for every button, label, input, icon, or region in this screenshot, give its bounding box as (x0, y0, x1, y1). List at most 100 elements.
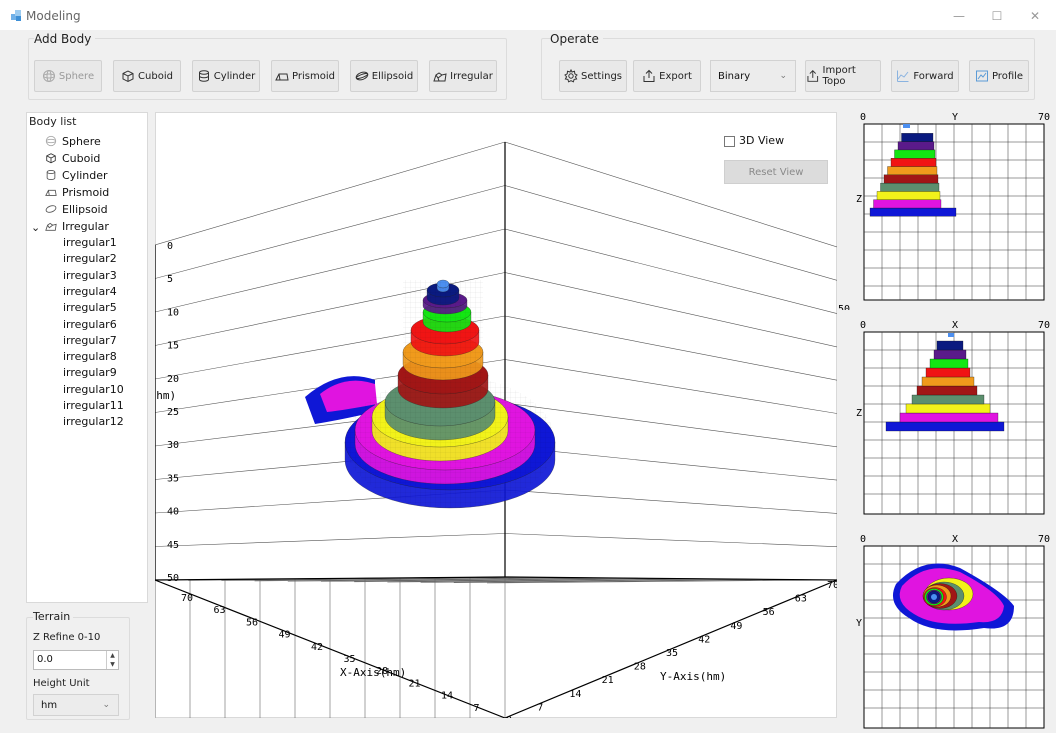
sphere-icon (42, 70, 55, 82)
settings-button[interactable]: Settings (559, 60, 627, 92)
tree-item-irregular-child[interactable]: irregular2 (63, 252, 117, 266)
window-title: Modeling (26, 9, 81, 23)
side-axis-label: Z (856, 194, 862, 205)
profile-layer (883, 174, 939, 184)
tree-item-irregular[interactable]: Irregular (45, 218, 109, 234)
import-topo-button[interactable]: Import Topo (805, 60, 881, 92)
tree-item-irregular-child[interactable]: irregular10 (63, 382, 124, 396)
x-tick-label: 35 (344, 654, 356, 665)
profile-layer (905, 403, 991, 414)
prismoid-icon (275, 73, 289, 81)
x-tick-label: 0 (506, 715, 512, 718)
right-tick: 70 (1038, 112, 1050, 123)
export-icon (643, 69, 655, 82)
profile-layer (921, 376, 975, 387)
profile-layer (897, 141, 935, 151)
add-prismoid-button[interactable]: Prismoid (271, 60, 339, 92)
tree-item-label: Cylinder (62, 168, 108, 182)
tree-item-irregular-child[interactable]: irregular8 (63, 350, 117, 364)
add-cuboid-button[interactable]: Cuboid (113, 60, 181, 92)
tree-item-irregular-child[interactable]: irregular1 (63, 236, 117, 249)
tree-item-label: Irregular (62, 219, 109, 233)
profile-button[interactable]: Profile (969, 60, 1029, 92)
tree-item-irregular-child[interactable]: irregular12 (63, 415, 124, 429)
close-button[interactable]: ✕ (1029, 9, 1041, 23)
z-refine-spinbox[interactable]: 0.0 ▲ ▼ (33, 650, 119, 670)
right-wall-gridline (504, 228, 837, 314)
tree-item-sphere[interactable]: Sphere (45, 133, 101, 149)
body-lobe (320, 380, 377, 412)
add-sphere-button[interactable]: Sphere (34, 60, 102, 92)
forward-button[interactable]: Forward (891, 60, 959, 92)
y-tick-label: 49 (730, 621, 742, 632)
z-tick-label: 30 (167, 440, 179, 451)
tree-item-irregular-child[interactable]: irregular7 (63, 333, 117, 347)
tree-item-irregular-child[interactable]: irregular3 (63, 268, 117, 282)
irregular-icon (45, 222, 57, 231)
profile-layer (911, 394, 985, 405)
tree-item-prismoid[interactable]: Prismoid (45, 184, 109, 200)
y-tick-label: 14 (569, 689, 581, 700)
floor-gridline (287, 577, 638, 582)
profile-layer (899, 412, 999, 423)
profile-layer (880, 182, 940, 192)
floor-gridline (453, 579, 804, 584)
tree-item-irregular-child[interactable]: irregular5 (63, 301, 117, 315)
y-tick-label: 70 (827, 580, 837, 591)
tree-item-cuboid[interactable]: Cuboid (45, 150, 100, 166)
left-tick: 0 (860, 534, 866, 545)
profile-layer (890, 158, 937, 167)
x-tick-label: 28 (376, 666, 388, 677)
chevron-down-icon: ⌄ (102, 700, 110, 710)
export-button[interactable]: Export (633, 60, 701, 92)
x-tick-label: 7 (474, 703, 480, 714)
floor-gridline (254, 577, 605, 582)
tree-item-irregular-child[interactable]: irregular4 (63, 284, 117, 298)
profile-layer (885, 421, 1005, 432)
yz-profile-view[interactable]: 0 Y 70 Z 50 (838, 110, 1054, 310)
floor-gridline (420, 579, 771, 583)
ellipsoid-icon (355, 71, 369, 81)
tree-item-irregular-child[interactable]: irregular9 (63, 366, 117, 380)
tree-item-cylinder[interactable]: Cylinder (45, 167, 108, 183)
add-ellipsoid-button[interactable]: Ellipsoid (350, 60, 418, 92)
profile-chart-icon (975, 70, 988, 82)
center-axis-label: X (952, 320, 958, 331)
irregular-icon (433, 72, 447, 82)
export-format-select[interactable]: Binary ⌄ (710, 60, 796, 92)
spin-arrows[interactable]: ▲ ▼ (106, 651, 118, 669)
chevron-down-icon[interactable]: ⌄ (31, 221, 41, 234)
add-irregular-button[interactable]: Irregular (429, 60, 497, 92)
tree-item-ellipsoid[interactable]: Ellipsoid (45, 201, 108, 217)
add-cylinder-button[interactable]: Cylinder (192, 60, 260, 92)
xy-plan-view[interactable]: 0X70Y70 (838, 532, 1054, 732)
right-wall-gridline (504, 533, 837, 547)
y-tick-label: 28 (634, 662, 646, 673)
y-axis-label: Y-Axis(hm) (660, 670, 726, 683)
tree-item-label: Sphere (62, 134, 101, 148)
z-tick-label: 0 (167, 241, 173, 252)
height-unit-select[interactable]: hm ⌄ (33, 694, 119, 716)
floor-back-right-edge (504, 576, 837, 581)
maximize-button[interactable]: ☐ (991, 9, 1003, 23)
height-unit-label: Height Unit (33, 678, 90, 689)
y-tick-label: 63 (795, 594, 807, 605)
profile-layer (876, 191, 941, 200)
export-format-value: Binary (718, 70, 751, 82)
x-tick-label: 49 (279, 630, 291, 641)
xz-profile-view[interactable]: 0X70Z50 (838, 318, 1054, 518)
3d-view-checkbox[interactable] (724, 136, 735, 147)
z-axis-label: Z(hm) (155, 389, 176, 402)
reset-view-button[interactable]: Reset View (724, 160, 828, 184)
tree-item-irregular-child[interactable]: irregular11 (63, 399, 124, 412)
tree-item-irregular-child[interactable]: irregular6 (63, 317, 117, 331)
side-axis-label: Z (856, 408, 862, 419)
side-axis-label: Y (856, 618, 862, 629)
settings-label: Settings (580, 70, 622, 82)
minimize-button[interactable]: — (953, 9, 965, 23)
forward-label: Forward (913, 70, 954, 82)
z-tick-label: 15 (167, 341, 179, 352)
view3d-canvas[interactable]: 05101520253035404550Z(hm)706356494235282… (155, 112, 837, 718)
gear-icon (564, 69, 578, 83)
z-tick-label: 40 (167, 507, 179, 518)
